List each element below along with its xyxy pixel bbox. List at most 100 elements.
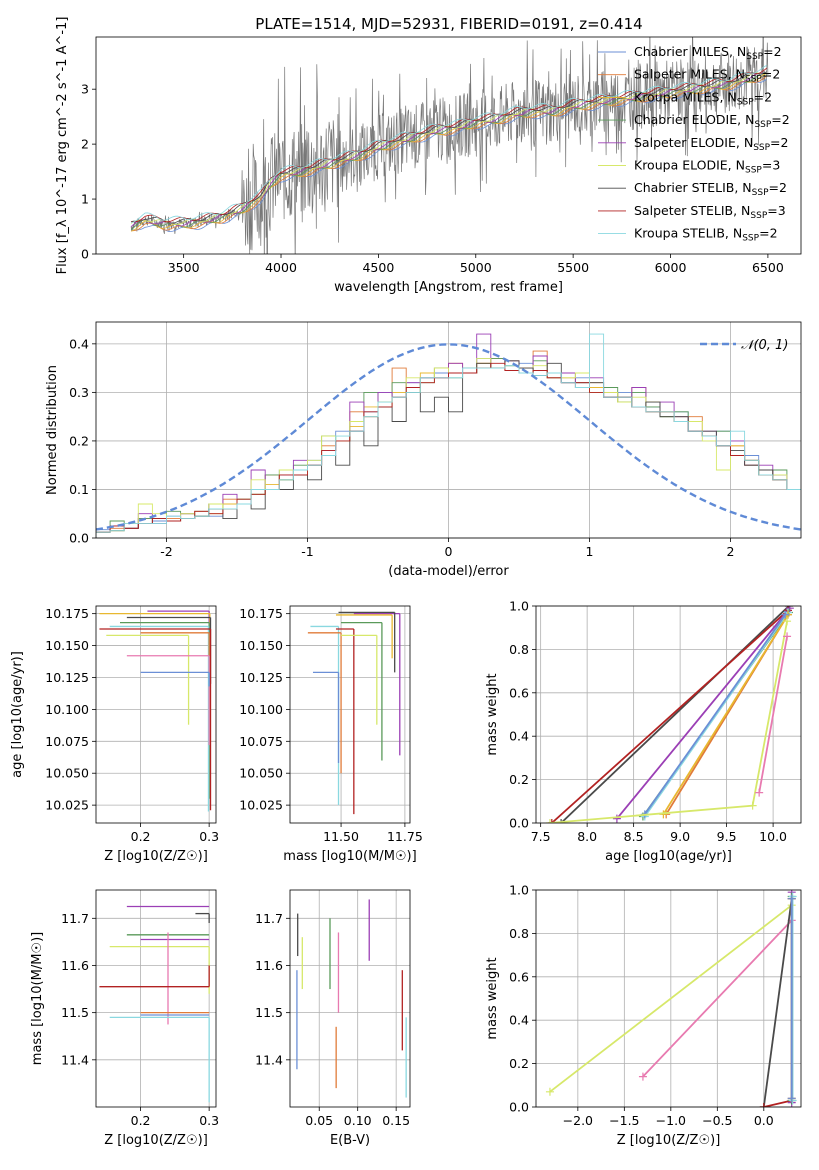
axis-ticks: 0.2 0.3 11.4 11.5 11.6 11.7 — [61, 911, 219, 1128]
x-tick-label: 9.0 — [670, 829, 690, 844]
mass-weight-line-kroupa-elodie — [549, 904, 793, 1093]
mass-weight-vs-metallicity-panel: −2.0 −1.5 −1.0 −0.5 0.0 0.0 0.2 0.4 0.6 0.8 1.0 Z [… — [485, 883, 802, 1148]
y-tick-label: 11.7 — [61, 911, 89, 926]
axes-frame — [95, 889, 217, 1108]
x-tick-label: 4500 — [362, 260, 394, 275]
y-tick-label: 10.125 — [239, 670, 283, 685]
y-tick-label: 11.4 — [61, 1052, 89, 1067]
x-tick-label: 2 — [727, 544, 735, 559]
x-tick-label: −1.0 — [656, 1113, 686, 1128]
model-line-chabrier-elodie — [130, 72, 767, 231]
y-tick-label: 10.125 — [45, 670, 89, 685]
point-kroupa-stelib — [109, 625, 210, 812]
y-tick-label: 0.4 — [509, 1013, 529, 1028]
axis-ticks: -2 -1 0 1 2 0.0 0.1 0.2 0.3 0.4 — [69, 336, 734, 559]
legend-entry: Chabrier ELODIE, NSSP=2 — [634, 112, 790, 130]
plot-area — [96, 333, 801, 538]
axis-ticks: −2.0 −1.5 −1.0 −0.5 0.0 0.0 0.2 0.4 0.6 0.8 1.0 — [509, 883, 774, 1129]
point-chabrier-miles — [140, 671, 210, 687]
plus-marker — [783, 632, 792, 641]
plot-area — [99, 905, 210, 1103]
y-tick-label: 11.4 — [255, 1052, 283, 1067]
point-kroupa-elodie — [341, 634, 378, 725]
mass-weight-vs-age-panel: 7.5 8.0 8.5 9.0 9.5 10.0 0.0 0.2 0.4 0.6 0.8 1.0 age… — [485, 599, 802, 864]
x-tick-label: 5000 — [460, 260, 492, 275]
y-tick-label: 11.6 — [255, 958, 283, 973]
y-tick-label: 0.2 — [69, 433, 89, 448]
y-tick-label: 0.2 — [509, 1056, 529, 1071]
mass-weight-line-pink — [642, 919, 793, 1078]
plus-marker — [545, 1087, 554, 1096]
point-kroupa-elodie — [106, 634, 190, 725]
point-kroupa-stelib — [109, 1016, 210, 1103]
axes-frame — [535, 889, 802, 1108]
axes-frame — [535, 605, 802, 824]
y-tick-label: 1.0 — [509, 883, 529, 898]
legend-entry: Chabrier MILES, NSSP=2 — [634, 44, 782, 62]
y-tick-label: 10.100 — [239, 702, 283, 717]
x-tick-label: 4000 — [265, 260, 297, 275]
y-tick-label: 0.0 — [509, 816, 529, 831]
model-line-kroupa-stelib — [130, 65, 767, 223]
legend-entry: Kroupa MILES, NSSP=2 — [634, 89, 772, 107]
plus-marker — [788, 1096, 797, 1105]
point-salpeter-miles — [307, 632, 342, 774]
axis-ticks: 0.05 0.10 0.15 11.4 11.5 11.6 11.7 — [255, 911, 410, 1128]
point-salpeter-stelib — [335, 628, 355, 815]
model-line-chabrier-miles — [131, 79, 767, 232]
mass-weight-line-salpeter-elodie — [616, 607, 791, 820]
plus-marker — [788, 892, 797, 901]
axes-frame — [95, 605, 217, 824]
mass-weight-line-salpeter-stelib — [551, 609, 789, 823]
spectrum-legend: Chabrier MILES, NSSP=2 Salpeter MILES, NS… — [598, 44, 790, 244]
y-tick-label: 10.150 — [239, 638, 283, 653]
plot-area — [296, 899, 407, 1098]
legend-entry: Salpeter STELIB, NSSP=3 — [634, 203, 786, 221]
point-salpeter-stelib — [99, 628, 212, 811]
spectrum-panel: 3500 4000 4500 5000 5500 6000 6500 0 1 2 3 waveleng… — [55, 17, 802, 295]
x-tick-label: 5500 — [557, 260, 589, 275]
mass-weight-line-kroupa-miles — [662, 614, 789, 815]
legend-entry: Kroupa ELODIE, NSSP=3 — [634, 158, 780, 176]
y-tick-label: 0.2 — [509, 772, 529, 787]
plus-marker — [787, 1094, 796, 1103]
x-tick-label: 8.5 — [624, 829, 644, 844]
axes-frame — [289, 889, 411, 1108]
residual-histogram-panel: -2 -1 0 1 2 0.0 0.1 0.2 0.3 0.4 (data-model)/error… — [45, 321, 802, 579]
y-tick-label: 3 — [81, 82, 89, 97]
y-tick-label: 0.0 — [509, 1100, 529, 1115]
legend-entry: Salpeter MILES, NSSP=2 — [634, 67, 780, 85]
x-axis-label: E(B-V) — [330, 1133, 370, 1148]
y-axis-label: Normed distribution — [45, 365, 60, 495]
point-chabrier-miles — [312, 671, 340, 764]
mass-weight-line-chabrier-stelib — [762, 898, 793, 1107]
legend-entry: Kroupa STELIB, NSSP=2 — [634, 226, 778, 244]
y-tick-label: 0.4 — [509, 729, 529, 744]
plot-area — [545, 606, 794, 823]
point-salpeter-elodie — [147, 610, 210, 679]
x-tick-label: 9.5 — [717, 829, 737, 844]
plus-marker — [557, 819, 566, 823]
age-vs-metallicity-panel: 0.2 0.3 10.025 10.050 10.075 10.100 10.125 10.1… — [10, 605, 219, 864]
x-tick-label: −0.5 — [702, 1113, 732, 1128]
x-tick-label: 0.0 — [754, 1113, 774, 1128]
point-salpeter-elodie — [353, 613, 401, 756]
plus-marker — [781, 610, 790, 619]
y-tick-label: 10.025 — [45, 798, 89, 813]
x-axis-label: Z [log10(Z/Z☉)] — [104, 849, 208, 864]
normal-distribution-curve — [96, 343, 801, 531]
plus-marker — [545, 819, 554, 823]
plus-marker — [755, 788, 764, 797]
figure-title: PLATE=1514, MJD=52931, FIBERID=0191, z=0… — [255, 15, 642, 33]
axes-frame — [95, 36, 802, 255]
y-tick-label: 10.050 — [45, 766, 89, 781]
x-tick-label: -2 — [160, 544, 172, 559]
x-tick-label: 6500 — [752, 260, 784, 275]
x-tick-label: 6000 — [655, 260, 687, 275]
y-tick-label: 0.1 — [69, 482, 89, 497]
y-tick-label: 0.0 — [69, 531, 89, 546]
plus-marker — [748, 801, 757, 810]
axis-ticks: 7.5 8.0 8.5 9.0 9.5 10.0 0.0 0.2 0.4 0.6 0.8 1.0 — [509, 599, 787, 845]
y-tick-label: 0.6 — [509, 685, 529, 700]
axis-ticks: 3500 4000 4500 5000 5500 6000 6500 0 1 2 3 — [81, 82, 784, 275]
